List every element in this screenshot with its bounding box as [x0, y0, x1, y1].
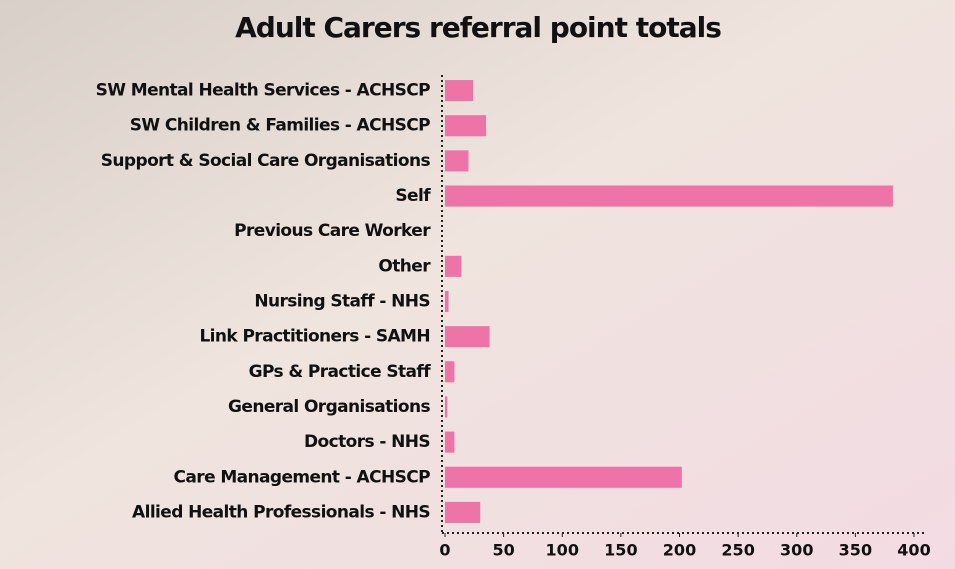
y-tick-label: Doctors - NHS	[304, 432, 430, 452]
x-tick-label: 150	[604, 541, 637, 560]
x-tick-label: 250	[721, 541, 754, 560]
x-tick-label: 400	[897, 541, 930, 560]
bar	[445, 396, 447, 417]
bar	[445, 502, 480, 523]
bar	[445, 256, 461, 277]
x-tick-label: 200	[663, 541, 696, 560]
y-tick-label: Nursing Staff - NHS	[254, 292, 430, 312]
y-tick-label: Previous Care Worker	[234, 221, 431, 241]
y-tick-label: General Organisations	[228, 397, 430, 417]
bar	[445, 326, 490, 347]
y-tick-label: GPs & Practice Staff	[249, 362, 432, 382]
y-tick-label: Self	[395, 186, 431, 206]
y-tick-label: SW Children & Families - ACHSCP	[130, 116, 430, 136]
y-tick-label: Other	[378, 256, 431, 276]
bar	[445, 115, 486, 136]
bar	[445, 291, 449, 312]
x-tick-label: 350	[839, 541, 872, 560]
y-tick-label: Support & Social Care Organisations	[101, 151, 431, 171]
x-tick-label: 100	[546, 541, 579, 560]
chart-title: Adult Carers referral point totals	[235, 11, 721, 44]
y-tick-label: Care Management - ACHSCP	[174, 467, 431, 487]
bar	[445, 361, 454, 382]
x-tick-label: 300	[780, 541, 813, 560]
y-tick-label: Allied Health Professionals - NHS	[132, 502, 430, 522]
bar	[445, 150, 468, 171]
bar	[445, 432, 454, 453]
x-tick-label: 50	[492, 541, 514, 560]
bar	[445, 185, 893, 206]
y-tick-label: Link Practitioners - SAMH	[199, 327, 430, 347]
y-tick-label: SW Mental Health Services - ACHSCP	[96, 81, 430, 101]
x-tick-label: 0	[439, 541, 450, 560]
bar	[445, 80, 473, 101]
chart: Adult Carers referral point totals 0 50 10…	[0, 0, 955, 569]
bar	[445, 467, 682, 488]
